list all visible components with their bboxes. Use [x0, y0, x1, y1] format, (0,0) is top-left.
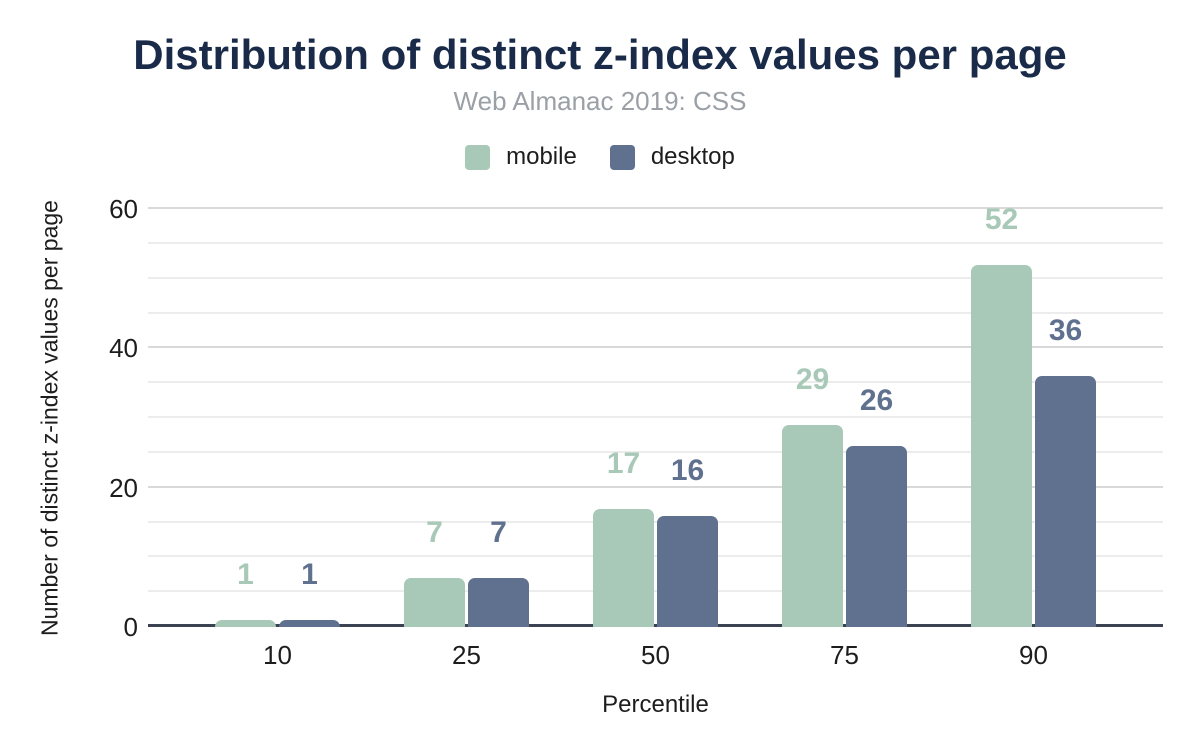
- gridline-50: [148, 276, 1163, 279]
- bar-desktop-p75: 26: [846, 385, 907, 627]
- legend: mobile desktop: [0, 143, 1200, 171]
- gridline-60: [148, 207, 1163, 209]
- chart-subtitle: Web Almanac 2019: CSS: [453, 86, 747, 116]
- x-tick-90: 90: [1019, 640, 1048, 670]
- gridline-55: [148, 241, 1163, 244]
- bar-group-p10: 1 1 10: [183, 209, 372, 669]
- y-tick-40: 40: [109, 333, 138, 364]
- bar-desktop-p10: 1: [279, 560, 340, 627]
- gridline-5: [148, 590, 1163, 593]
- gridline-35: [148, 381, 1163, 384]
- bar-mobile-p25: 7: [404, 518, 465, 627]
- legend-swatch-desktop: [609, 144, 635, 170]
- x-tick-25: 25: [452, 640, 481, 670]
- legend-entry-mobile: mobile: [465, 143, 577, 171]
- bar-desktop-p50: 16: [657, 455, 718, 627]
- legend-label-desktop: desktop: [650, 143, 735, 170]
- chart-title: Distribution of distinct z-index values …: [133, 31, 1067, 78]
- bar-mobile-p75: 29: [782, 364, 843, 627]
- value-label-mobile-p90: 52: [984, 202, 1019, 236]
- gridline-25: [148, 450, 1163, 453]
- value-label-desktop-p90: 36: [1048, 314, 1083, 348]
- bar-group-p75: 29 26 75: [750, 209, 939, 669]
- x-axis-title: Percentile: [602, 691, 709, 718]
- bar-group-p25: 7 7 25: [372, 209, 561, 669]
- value-label-mobile-p10: 1: [237, 558, 254, 592]
- legend-swatch-mobile: [465, 144, 491, 170]
- plot-area: 1 1 10 7 7 25 17 16 50 29 26 75 52 36 90: [148, 204, 1163, 669]
- x-tick-50: 50: [641, 640, 670, 670]
- y-tick-60: 60: [109, 194, 138, 224]
- y-tick-20: 20: [109, 472, 138, 503]
- bar-mobile-p10: 1: [215, 560, 276, 627]
- bar-desktop-p90: 36: [1035, 316, 1096, 627]
- y-axis-ticks: 0 20 40 60: [0, 196, 138, 640]
- value-label-desktop-p10: 1: [301, 558, 318, 592]
- gridline-40: [148, 346, 1163, 349]
- value-label-mobile-p75: 29: [795, 362, 830, 396]
- y-tick-0: 0: [123, 612, 138, 642]
- legend-label-mobile: mobile: [506, 143, 577, 170]
- gridline-20: [148, 485, 1163, 488]
- bar-mobile-p50: 17: [593, 448, 654, 627]
- gridline-15: [148, 520, 1163, 523]
- bar-mobile-p90: 52: [971, 204, 1032, 627]
- value-label-desktop-p75: 26: [859, 383, 894, 417]
- value-label-mobile-p50: 17: [606, 446, 641, 480]
- bar-group-p90: 52 36 90: [939, 204, 1128, 669]
- gridline-30: [148, 416, 1163, 418]
- value-label-mobile-p25: 7: [426, 516, 443, 550]
- gridline-45: [148, 311, 1163, 314]
- x-tick-10: 10: [263, 640, 292, 670]
- value-label-desktop-p25: 7: [490, 516, 507, 550]
- gridline-10: [148, 555, 1163, 558]
- bar-group-p50: 17 16 50: [561, 209, 750, 669]
- bar-desktop-p25: 7: [468, 518, 529, 627]
- legend-entry-desktop: desktop: [609, 143, 735, 171]
- x-axis-baseline: [148, 624, 1163, 627]
- value-label-desktop-p50: 16: [670, 453, 705, 487]
- x-tick-75: 75: [830, 640, 859, 670]
- bar-groups: 1 1 10 7 7 25 17 16 50 29 26 75 52 36 90: [148, 204, 1163, 669]
